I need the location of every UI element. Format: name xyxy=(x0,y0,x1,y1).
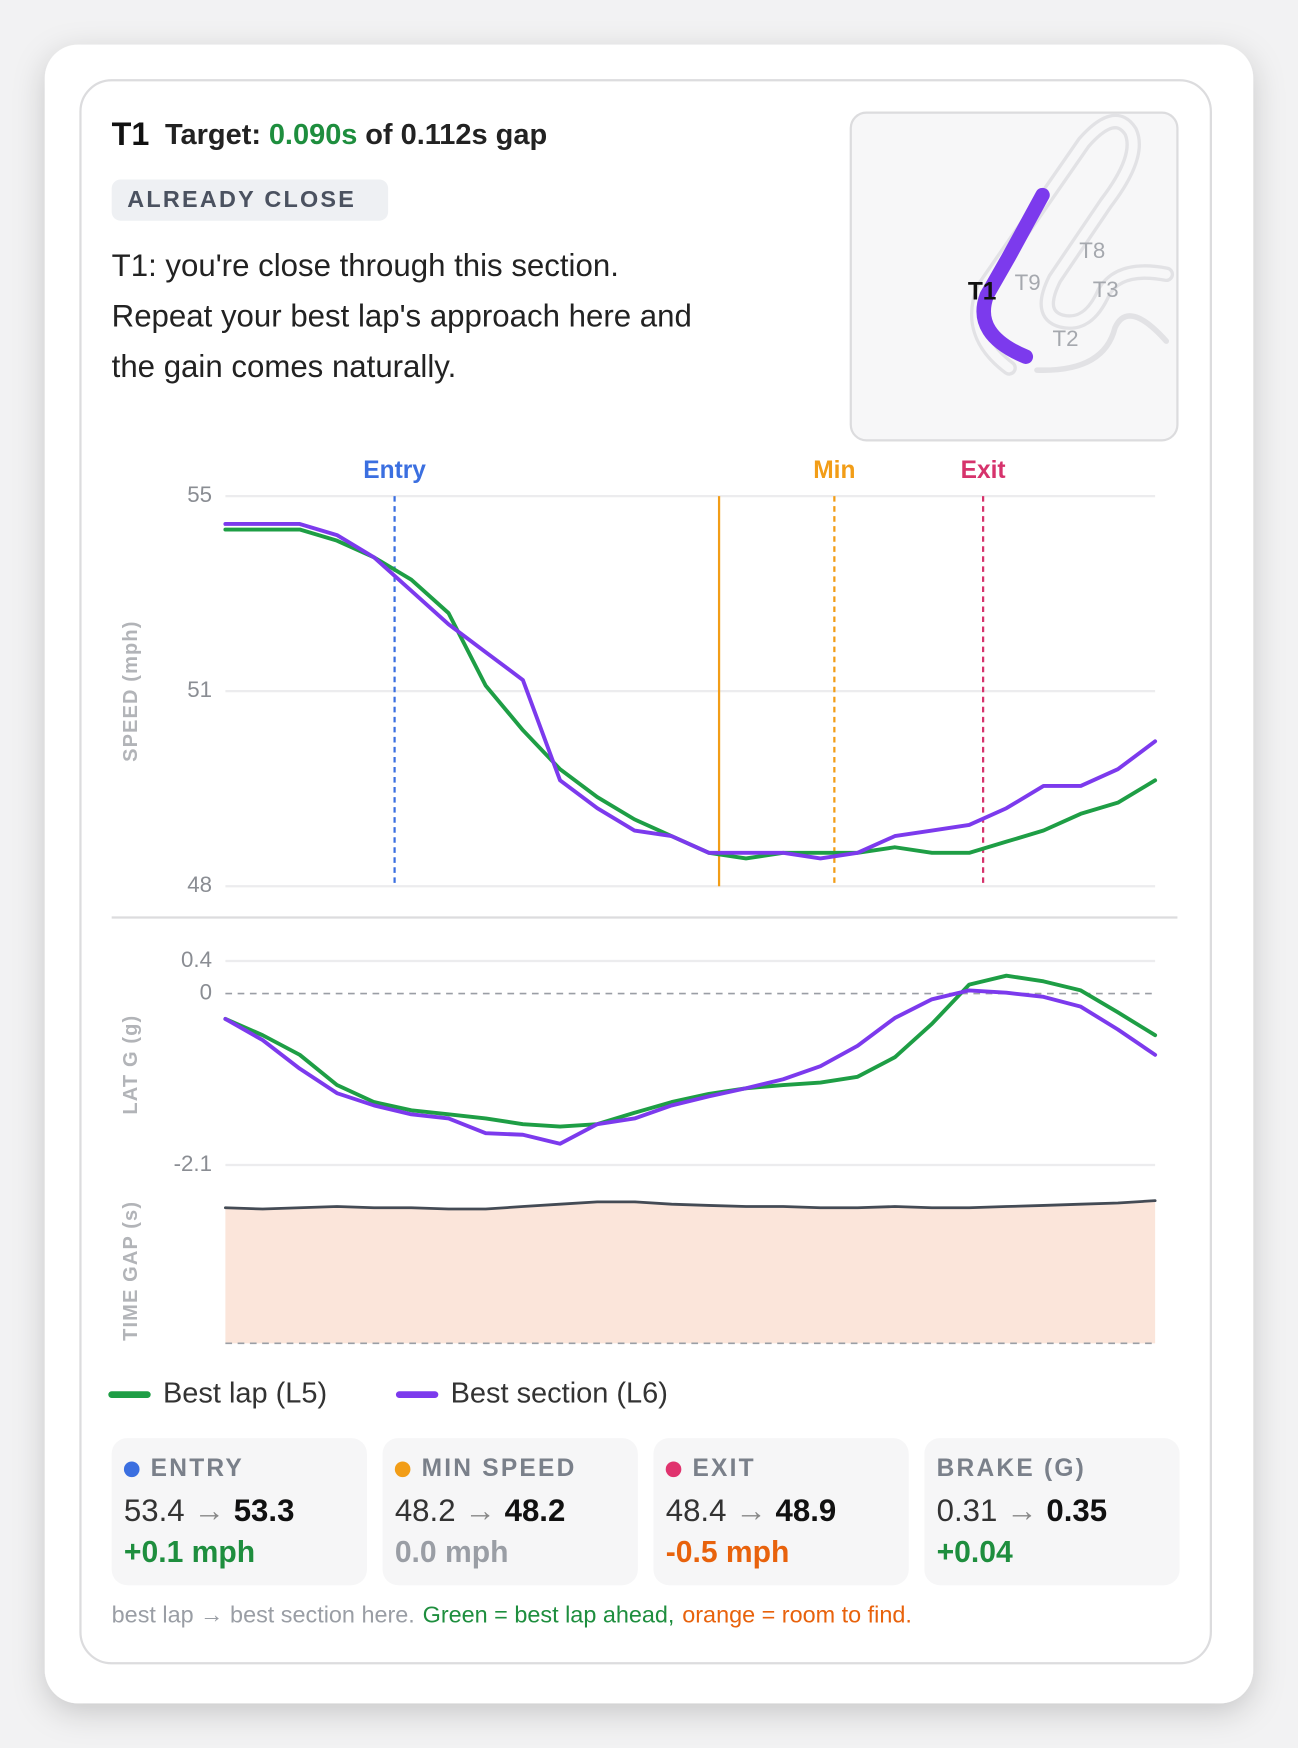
series-line xyxy=(223,973,1158,1129)
y-tick-label: 51 xyxy=(187,677,212,702)
marker-label: Min xyxy=(813,457,855,484)
description-line: T1: you're close through this section. xyxy=(112,248,619,283)
stat-from: 53.4 xyxy=(124,1493,185,1528)
series-line xyxy=(223,1199,1157,1211)
stat-delta: 0.0 mph xyxy=(395,1536,509,1569)
y-tick-label: 55 xyxy=(187,482,212,507)
stat-values: 0.31 → 0.35 xyxy=(937,1493,1108,1528)
stat-card xyxy=(924,1438,1180,1586)
stat-arrow: → xyxy=(735,1493,766,1528)
map-label: T2 xyxy=(1053,326,1079,351)
active-section xyxy=(976,187,1050,364)
badge: ALREADY CLOSE xyxy=(127,186,356,212)
y-tick-label: 0.4 xyxy=(181,947,212,972)
stat-card xyxy=(653,1438,909,1586)
track-edge xyxy=(1034,313,1170,373)
stat-title: ENTRY xyxy=(151,1455,244,1482)
stat-delta: +0.1 mph xyxy=(124,1536,255,1569)
y-tick-label: -2.1 xyxy=(174,1151,212,1176)
stat-title: MIN SPEED xyxy=(422,1455,577,1482)
stat-arrow: → xyxy=(1006,1493,1037,1528)
stat-arrow: → xyxy=(464,1493,495,1528)
stat-to: 53.3 xyxy=(234,1493,295,1528)
y-tick-label: 48 xyxy=(187,872,212,897)
track xyxy=(970,113,1175,376)
map-label: T9 xyxy=(1015,270,1041,295)
marker-label: Entry xyxy=(363,457,426,484)
series-line xyxy=(223,988,1158,1146)
stat-title: BRAKE (G) xyxy=(937,1455,1086,1482)
stat-dot xyxy=(394,1461,411,1478)
stat-values: 48.4 → 48.9 xyxy=(666,1493,837,1528)
map-label: T3 xyxy=(1093,277,1119,302)
heading: T1 Target: 0.090s of 0.112s gap xyxy=(112,116,548,152)
stat-dot xyxy=(123,1461,140,1478)
target-value: 0.090s xyxy=(269,119,358,151)
y-tick-label: 0 xyxy=(200,979,212,1004)
stat-to: 0.35 xyxy=(1046,1493,1107,1528)
legend-label: Best section (L6) xyxy=(451,1377,668,1409)
footer-note: best lap → best section here. Green = bes… xyxy=(112,1602,912,1628)
y-axis-label: TIME GAP (s) xyxy=(120,1201,142,1341)
map-label-active: T1 xyxy=(968,279,997,306)
legend-label: Best lap (L5) xyxy=(163,1377,327,1409)
area xyxy=(225,1200,1156,1344)
y-axis-label: SPEED (mph) xyxy=(120,620,142,761)
stat-delta: -0.5 mph xyxy=(666,1536,790,1569)
stat-from: 0.31 xyxy=(937,1493,998,1528)
stat-values: 53.4 → 53.3 xyxy=(124,1493,295,1528)
stat-to: 48.9 xyxy=(775,1493,836,1528)
stat-title: EXIT xyxy=(692,1455,755,1482)
stat-dot xyxy=(665,1461,682,1478)
stat-delta: +0.04 xyxy=(937,1536,1013,1569)
badge-bg xyxy=(111,179,389,221)
stat-card xyxy=(111,1438,367,1586)
stat-arrow: → xyxy=(194,1493,225,1528)
stat-to: 48.2 xyxy=(505,1493,566,1528)
footer-orange: orange = room to find. xyxy=(682,1602,912,1628)
stat-from: 48.4 xyxy=(666,1493,727,1528)
stat-from: 48.2 xyxy=(395,1493,456,1528)
stat-card xyxy=(382,1438,638,1586)
turn: T1 xyxy=(112,116,150,152)
description-line: Repeat your best lap's approach here and xyxy=(112,299,692,334)
marker-label: Exit xyxy=(961,457,1006,484)
series-line xyxy=(223,522,1158,861)
y-axis-label: LAT G (g) xyxy=(120,1015,142,1115)
target-rest: of 0.112s gap xyxy=(365,119,547,151)
footer-green: Green = best lap ahead, xyxy=(423,1602,675,1628)
target-label: Target: xyxy=(165,119,261,151)
map-label: T8 xyxy=(1079,238,1105,263)
footer-text: best lap → best section here. xyxy=(112,1602,415,1628)
stat-values: 48.2 → 48.2 xyxy=(395,1493,566,1528)
description-line: the gain comes naturally. xyxy=(112,349,457,384)
